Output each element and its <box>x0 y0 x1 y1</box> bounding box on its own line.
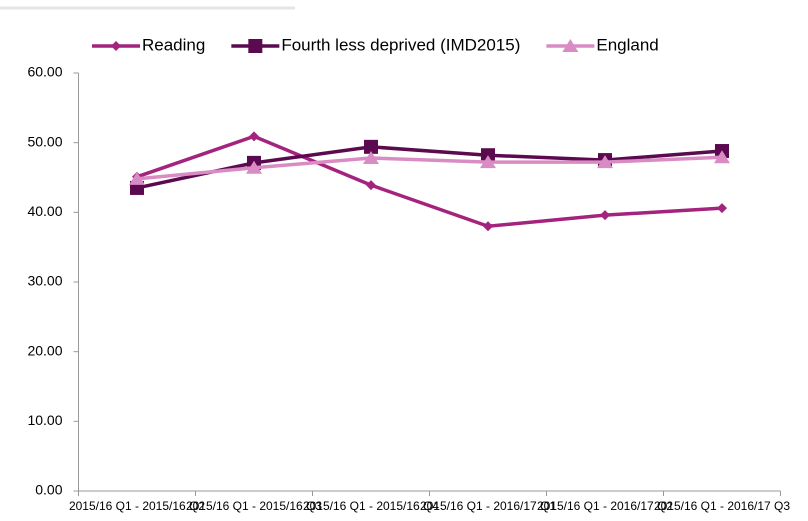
x-tick-label: 2015/16 Q1 - 2016/17 Q1 <box>420 499 556 513</box>
legend-label: England <box>596 35 658 54</box>
x-tick-label: 2015/16 Q1 - 2016/17 Q2 <box>537 499 673 513</box>
series-line <box>136 155 723 181</box>
point <box>366 180 376 191</box>
point <box>480 155 496 169</box>
y-tick-label: 60.00 <box>27 64 62 80</box>
y-tick-label: 40.00 <box>27 203 62 219</box>
series-line <box>136 145 723 190</box>
point <box>600 210 610 221</box>
point <box>597 155 613 169</box>
y-tick-label: 30.00 <box>27 273 62 289</box>
point <box>363 150 379 164</box>
y-tick-label: 0.00 <box>35 482 62 498</box>
legend-marker <box>248 39 263 53</box>
x-tick-label: 2015/16 Q1 - 2015/16 Q3 <box>186 499 322 513</box>
y-tick-label: 10.00 <box>27 412 62 428</box>
legend-label: Reading <box>142 35 205 54</box>
x-tick-label: 2015/16 Q1 - 2016/17 Q3 <box>654 499 790 513</box>
legend-label: Fourth less deprived (IMD2015) <box>281 35 520 54</box>
series-line <box>136 134 723 229</box>
y-tick-label: 20.00 <box>27 342 62 358</box>
legend-marker <box>562 39 579 52</box>
point <box>246 160 262 174</box>
y-tick-label: 50.00 <box>27 133 62 149</box>
point <box>483 221 493 232</box>
point <box>129 171 145 185</box>
point <box>249 131 259 142</box>
point <box>364 139 378 154</box>
x-tick-label: 2015/16 Q1 - 2015/16 Q2 <box>69 499 205 513</box>
legend-marker <box>111 41 121 51</box>
point <box>714 150 730 164</box>
point <box>717 203 727 214</box>
x-tick-label: 2015/16 Q1 - 2015/16 Q4 <box>303 499 439 513</box>
